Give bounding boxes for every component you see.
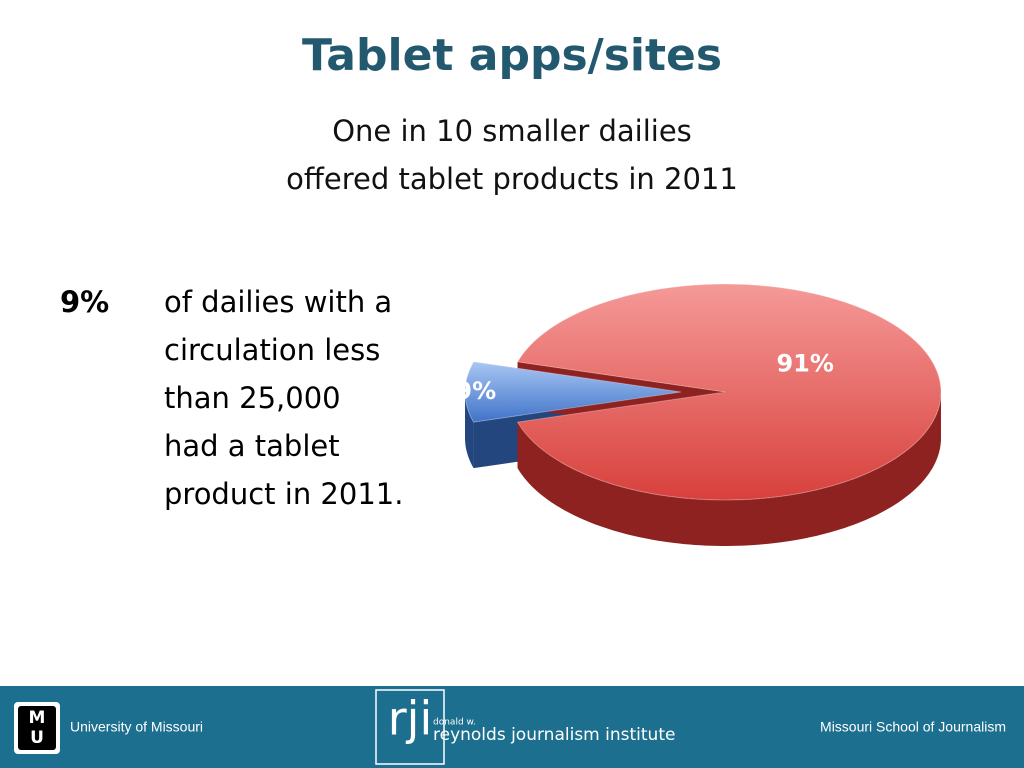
pie-slice — [464, 361, 682, 423]
subtitle: One in 10 smaller dailies — [332, 114, 692, 148]
footer-right: Missouri School of Journalism — [820, 719, 1006, 735]
callout-line: of dailies with a — [164, 285, 392, 319]
slice-wall — [465, 390, 474, 469]
rji-box — [375, 689, 445, 765]
rji-small: donald w. — [433, 718, 476, 728]
subtitle: offered tablet products in 2011 — [286, 162, 738, 196]
slice-wall — [517, 390, 941, 546]
mu-logo: M — [29, 708, 46, 728]
pie-slice — [516, 283, 942, 501]
footer-left: University of Missouri — [70, 719, 203, 735]
callout-line: than 25,000 — [164, 381, 341, 415]
callout-line: had a tablet — [164, 429, 340, 463]
mu-shield-inner — [18, 706, 56, 750]
callout-line: circulation less — [164, 333, 380, 367]
rji-logo: rji — [388, 692, 432, 746]
mu-logo: U — [30, 728, 44, 748]
title: Tablet apps/sites — [302, 30, 722, 81]
callout-figure: 9% — [60, 285, 109, 319]
footer-bar — [0, 686, 1024, 768]
value-label: 9% — [455, 377, 496, 405]
value-label: 91% — [776, 350, 833, 378]
callout-line: product in 2011. — [164, 477, 403, 511]
rji-name: reynolds journalism institute — [433, 725, 675, 745]
